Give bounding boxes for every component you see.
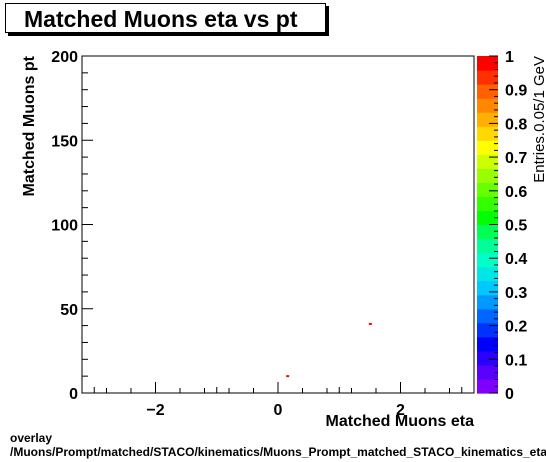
z-tick-label: 0.4 — [505, 251, 527, 268]
z-tick-label: 1 — [505, 49, 514, 66]
y-tick-label: 50 — [60, 302, 78, 319]
color-scale-band — [477, 168, 498, 183]
color-scale-band — [477, 266, 498, 282]
y-tick-label: 0 — [69, 386, 78, 403]
color-scale-band — [477, 126, 498, 141]
chart-title-box: Matched Muons eta vs pt — [5, 3, 326, 33]
color-scale-band — [477, 336, 498, 352]
z-tick-label: 0.2 — [505, 319, 527, 336]
z-tick-label: 0.5 — [505, 218, 527, 235]
y-tick-label: 100 — [51, 218, 78, 235]
color-scale-band — [477, 182, 498, 198]
color-scale-band — [477, 308, 498, 324]
plot-frame-group — [81, 55, 475, 394]
color-scale-band — [477, 252, 498, 268]
color-scale-band — [477, 378, 498, 394]
color-scale-band — [477, 294, 498, 310]
color-scale-band — [477, 70, 498, 85]
x-tick-label: −2 — [146, 402, 164, 419]
color-scale-band — [477, 210, 498, 226]
color-scale-band — [477, 56, 498, 71]
chart-title: Matched Muons eta vs pt — [24, 6, 298, 32]
z-tick-label: 0.3 — [505, 285, 527, 302]
z-tick-label: 0.8 — [505, 116, 527, 133]
z-tick-label: 0.1 — [505, 352, 527, 369]
color-scale-band — [477, 280, 498, 296]
heatmap-cell — [286, 375, 290, 378]
x-tick-label: 2 — [396, 402, 405, 419]
data-points — [286, 322, 372, 378]
color-scale-band — [477, 140, 498, 155]
z-axis-title: Entries.0.05/1 GeV — [531, 56, 546, 183]
color-scale-band — [477, 154, 498, 169]
footer-histogram-path: /Muons/Prompt/matched/STACO/kinematics/M… — [10, 446, 546, 459]
color-scale-band — [477, 98, 498, 113]
z-tick-label: 0.7 — [505, 150, 527, 167]
y-tick-label: 150 — [51, 133, 78, 150]
color-scale-band — [477, 364, 498, 380]
color-scale: 0 0.1 0.2 0.3 0.4 0.5 0.6 0.7 0.8 0.9 1 — [477, 49, 527, 403]
y-axis-title: Matched Muons pt — [21, 55, 38, 196]
color-scale-band — [477, 350, 498, 366]
z-tick-label: 0 — [505, 386, 514, 403]
z-tick-label: 0.6 — [505, 184, 527, 201]
x-axis: −2 0 2 — [81, 382, 475, 419]
color-scale-band — [477, 224, 498, 240]
footer-overlay-label: overlay — [10, 431, 53, 445]
color-scale-band — [477, 84, 498, 99]
heatmap-chart: −2 0 2 0 50 100 150 200 0 0.1 0.2 0.3 0.4 0.5 0.6 0.7… — [21, 49, 546, 430]
x-axis-title: Matched Muons eta — [326, 413, 475, 430]
x-tick-label: 0 — [274, 402, 283, 419]
y-axis: 0 50 100 150 200 — [51, 49, 93, 403]
y-tick-label: 200 — [51, 49, 78, 66]
color-scale-band — [477, 322, 498, 338]
color-scale-band — [477, 196, 498, 212]
color-scale-band — [477, 112, 498, 127]
heatmap-cell — [368, 322, 372, 325]
plot-frame — [81, 55, 475, 394]
z-tick-label: 0.9 — [505, 83, 527, 100]
color-scale-band — [477, 238, 498, 254]
